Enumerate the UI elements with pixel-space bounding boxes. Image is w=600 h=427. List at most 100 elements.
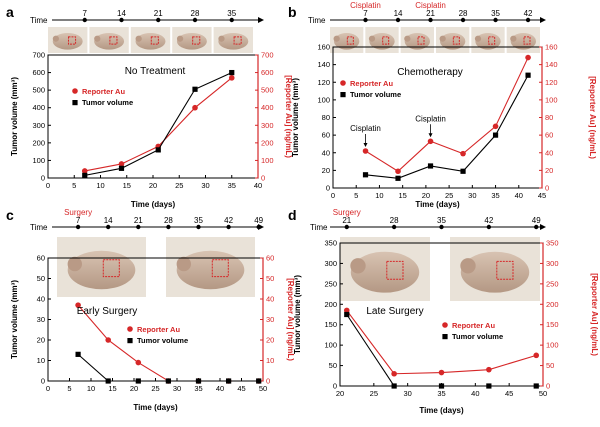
y-left-tick-label: 80	[322, 113, 330, 122]
y-left-tick-label: 30	[37, 315, 45, 324]
mouse-photos-a	[48, 27, 253, 53]
panel-letter-a: a	[6, 4, 14, 20]
tumor-series-line	[77, 353, 259, 382]
tumor-point	[391, 383, 397, 389]
timeline-dot	[256, 224, 261, 230]
timeline-dot	[363, 17, 368, 23]
y-left-tick-label: 150	[324, 320, 337, 329]
mouse-head	[52, 35, 59, 42]
tumor-point	[229, 69, 235, 76]
legend-reporter-label: Reporter Au	[82, 87, 125, 96]
timeline-day-label: 28	[191, 9, 200, 18]
y-right-tick-label: 40	[545, 148, 553, 157]
reporter-series-line	[365, 57, 529, 172]
y-right-axis-label: [Reporter Au] (ng/mL)	[286, 278, 295, 361]
timeline-dot	[395, 17, 401, 23]
legend-reporter-label: Reporter Au	[350, 79, 393, 88]
timeline-dot	[493, 17, 498, 23]
tumor-point	[533, 383, 539, 389]
annotation-arrowhead	[363, 142, 368, 147]
y-left-tick-label: 200	[32, 138, 45, 147]
chart-title: Late Surgery	[366, 306, 423, 317]
timeline-dot	[439, 224, 444, 230]
x-tick-label: 0	[46, 384, 50, 393]
legend-reporter-label: Reporter Au	[137, 325, 180, 334]
mouse-body	[460, 251, 530, 293]
timeline-day-label: 28	[459, 9, 468, 18]
legend-tumor-label: Tumor volume	[137, 336, 188, 345]
mouse-head	[404, 35, 411, 42]
timeline-dot	[525, 17, 531, 23]
timeline-day-label: 21	[342, 216, 351, 225]
y-right-tick-label: 20	[266, 336, 274, 345]
y-left-tick-label: 200	[324, 300, 337, 309]
x-tick-label: 10	[87, 384, 95, 393]
legend-tumor-label: Tumor volume	[350, 90, 401, 99]
y-left-tick-label: 60	[322, 131, 330, 140]
y-right-tick-label: 0	[546, 382, 550, 391]
timeline-day-label: 42	[524, 9, 533, 18]
x-tick-label: 15	[398, 191, 406, 200]
timeline-dot	[192, 17, 198, 23]
y-right-tick-label: 80	[545, 113, 553, 122]
y-right-tick-label: 500	[261, 86, 274, 95]
y-right-tick-label: 40	[266, 295, 274, 304]
y-left-tick-label: 50	[329, 361, 337, 370]
y-left-axis-label: Tumor volume (mm³)	[10, 280, 19, 359]
tumor-point	[460, 168, 466, 174]
y-left-tick-label: 120	[317, 78, 330, 87]
legend-reporter-marker	[442, 322, 448, 328]
chart-title: Chemotherapy	[397, 67, 463, 78]
timeline-dot	[534, 224, 539, 230]
timeline-dot	[226, 224, 231, 230]
legend-tumor-label: Tumor volume	[82, 98, 133, 107]
mouse-head	[510, 35, 517, 42]
timeline-dot	[119, 17, 124, 23]
tumor-box	[382, 36, 390, 45]
tumor-box	[386, 260, 404, 280]
reporter-point	[427, 138, 434, 145]
timeline-note: Surgery	[333, 208, 361, 217]
timeline-day-label: 42	[224, 216, 233, 225]
timeline-day-label: 14	[394, 9, 403, 18]
timeline-dot	[196, 224, 201, 230]
tumor-point	[192, 86, 198, 92]
timeline-day-label: 42	[484, 216, 493, 225]
mouse-head	[368, 35, 376, 42]
tumor-series-line	[365, 74, 529, 179]
y-right-tick-label: 60	[545, 131, 553, 140]
x-tick-label: 45	[538, 191, 546, 200]
x-tick-label: 10	[96, 181, 104, 190]
reporter-point	[81, 168, 88, 174]
mouse-head	[474, 35, 482, 42]
reporter-point	[395, 168, 401, 175]
timeline-day-label: 28	[390, 216, 399, 225]
x-tick-label: 15	[108, 384, 116, 393]
x-tick-label: 0	[331, 191, 335, 200]
legend-tumor-marker	[72, 100, 78, 106]
timeline-dot	[136, 224, 141, 230]
legend-reporter-label: Reporter Au	[452, 321, 495, 330]
timeline-label-a: Time	[30, 16, 48, 25]
y-right-tick-label: 100	[261, 156, 274, 165]
reporter-point	[118, 161, 125, 167]
x-tick-label: 5	[354, 191, 358, 200]
y-right-tick-label: 50	[546, 361, 554, 370]
y-right-axis-label: [Reporter Au] (ng/mL)	[590, 273, 599, 356]
mouse-head	[218, 35, 225, 42]
timeline-dot	[82, 17, 87, 23]
tumor-box	[211, 259, 229, 278]
tumor-point	[486, 383, 492, 389]
y-left-tick-label: 400	[32, 103, 45, 112]
y-left-tick-label: 20	[322, 166, 330, 175]
y-left-tick-label: 0	[333, 382, 337, 391]
y-right-tick-label: 20	[545, 166, 553, 175]
y-left-tick-label: 160	[317, 43, 330, 52]
chart-title: No Treatment	[125, 66, 186, 77]
y-left-tick-label: 700	[32, 51, 45, 60]
y-right-tick-label: 300	[261, 121, 274, 130]
y-left-tick-label: 350	[324, 239, 337, 248]
timeline-day-label: 21	[154, 9, 163, 18]
reporter-point	[105, 337, 111, 343]
x-tick-label: 45	[505, 389, 513, 398]
